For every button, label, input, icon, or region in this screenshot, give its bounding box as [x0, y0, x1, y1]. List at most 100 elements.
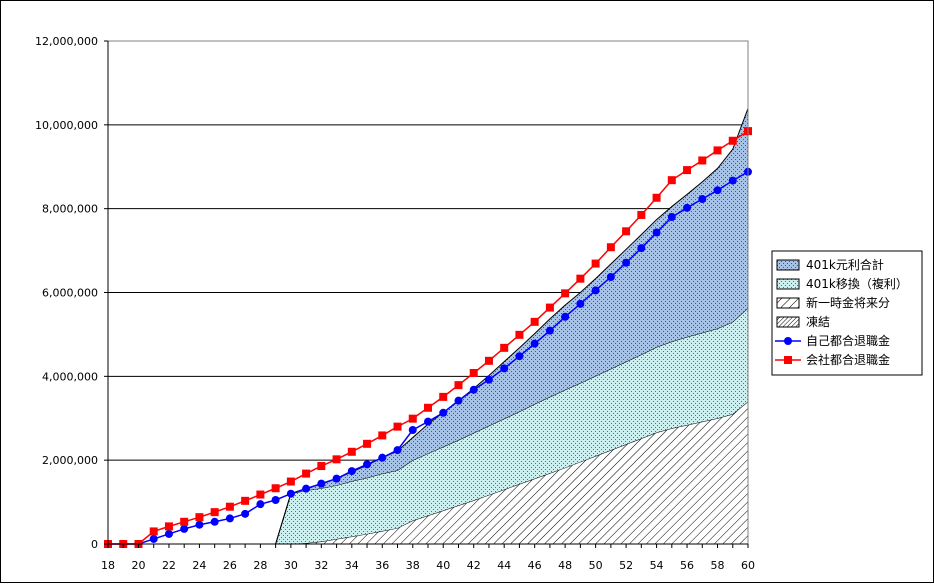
data-point-circle	[454, 396, 463, 405]
data-point-square	[728, 136, 737, 145]
area-series-4-pattern	[108, 108, 748, 544]
legend-box	[771, 250, 923, 376]
data-point-square	[195, 513, 204, 522]
x-tick-label: 32	[314, 559, 328, 572]
data-point-square	[545, 303, 554, 312]
data-point-circle	[241, 509, 250, 518]
x-tick-label: 18	[101, 559, 115, 572]
data-point-circle	[683, 203, 692, 212]
legend-swatch-pattern	[777, 317, 799, 327]
data-point-circle	[576, 299, 585, 308]
data-point-square	[378, 431, 387, 440]
data-point-circle	[484, 375, 493, 384]
x-tick-label: 48	[558, 559, 572, 572]
data-point-circle	[363, 460, 372, 469]
data-point-circle	[332, 474, 341, 483]
data-point-square	[180, 517, 189, 526]
x-tick-label: 20	[131, 559, 145, 572]
data-point-circle	[210, 517, 219, 526]
data-point-circle	[637, 244, 646, 253]
data-point-circle	[225, 514, 234, 523]
x-tick-label: 58	[711, 559, 725, 572]
data-point-square	[667, 176, 676, 185]
data-point-circle	[728, 176, 737, 185]
data-point-square	[347, 447, 356, 456]
x-tick-label: 50	[589, 559, 603, 572]
data-point-square	[225, 502, 234, 511]
data-point-circle	[286, 489, 295, 498]
data-point-circle	[652, 228, 661, 237]
x-tick-label: 42	[467, 559, 481, 572]
legend-label: 新一時金将来分	[806, 295, 890, 310]
data-point-square	[591, 259, 600, 268]
data-point-circle	[591, 286, 600, 295]
x-tick-label: 56	[680, 559, 694, 572]
legend-swatch-pattern	[777, 260, 799, 270]
data-point-circle	[317, 479, 326, 488]
data-point-square	[622, 227, 631, 236]
data-point-square	[469, 368, 478, 377]
data-point-circle	[408, 425, 417, 434]
legend-label: 自己都合退職金	[806, 333, 890, 348]
y-tick-label: 8,000,000	[42, 203, 98, 216]
area-series-2-pattern	[108, 401, 748, 544]
y-tick-label: 12,000,000	[35, 35, 98, 48]
data-point-square	[713, 146, 722, 155]
data-point-square	[332, 455, 341, 464]
x-tick-label: 22	[162, 559, 176, 572]
legend-marker-circle	[784, 337, 792, 345]
x-tick-label: 28	[253, 559, 267, 572]
legend-label: 凍結	[806, 315, 830, 329]
data-point-square	[561, 289, 570, 298]
y-tick-label: 0	[91, 538, 98, 551]
data-point-square	[515, 330, 524, 339]
x-tick-label: 54	[650, 559, 664, 572]
data-point-square	[256, 490, 265, 499]
data-point-square	[408, 414, 417, 423]
data-point-circle	[530, 339, 539, 348]
x-tick-label: 40	[436, 559, 450, 572]
data-point-square	[683, 166, 692, 175]
x-tick-label: 44	[497, 559, 511, 572]
data-point-square	[164, 522, 173, 531]
x-tick-label: 38	[406, 559, 420, 572]
data-point-circle	[667, 213, 676, 222]
legend-label: 401k元利合計	[806, 257, 884, 272]
data-point-circle	[347, 467, 356, 476]
data-point-circle	[164, 529, 173, 538]
data-point-square	[530, 317, 539, 326]
data-point-circle	[149, 534, 158, 543]
data-point-circle	[195, 520, 204, 529]
x-tick-label: 36	[375, 559, 389, 572]
data-point-square	[210, 508, 219, 517]
data-point-circle	[622, 258, 631, 267]
data-point-circle	[561, 312, 570, 321]
legend-swatch-pattern	[777, 298, 799, 308]
data-point-square	[393, 422, 402, 431]
x-tick-label: 34	[345, 559, 359, 572]
data-point-circle	[606, 272, 615, 281]
data-point-circle	[271, 495, 280, 504]
legend-label: 会社都合退職金	[806, 352, 890, 367]
data-point-circle	[500, 364, 509, 373]
y-tick-label: 4,000,000	[42, 370, 98, 383]
x-tick-label: 26	[223, 559, 237, 572]
y-tick-label: 6,000,000	[42, 287, 98, 300]
data-point-square	[606, 243, 615, 252]
data-point-square	[317, 462, 326, 471]
data-point-square	[576, 274, 585, 283]
data-point-circle	[378, 453, 387, 462]
data-point-square	[652, 193, 661, 202]
y-tick-label: 10,000,000	[35, 119, 98, 132]
data-point-circle	[713, 186, 722, 195]
y-tick-label: 2,000,000	[42, 454, 98, 467]
data-point-square	[286, 477, 295, 486]
x-tick-label: 52	[619, 559, 633, 572]
data-point-circle	[302, 484, 311, 493]
data-point-circle	[469, 385, 478, 394]
area-series-3-pattern	[108, 308, 748, 544]
data-point-square	[363, 439, 372, 448]
data-point-circle	[698, 195, 707, 204]
data-point-circle	[424, 417, 432, 426]
